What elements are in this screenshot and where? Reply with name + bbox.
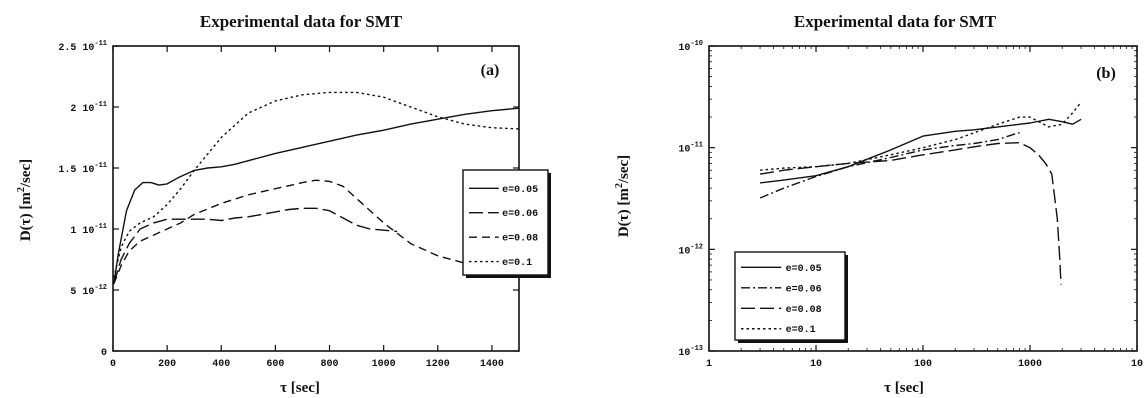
- y-tick-label: 10-12: [678, 243, 703, 257]
- legend-label: e=0.05: [786, 264, 822, 275]
- series-lines-a: [113, 91, 520, 285]
- x-tick-label: 1: [706, 359, 712, 370]
- series-line-e=0.1: [760, 101, 1082, 171]
- y-tick-label: 2 10-11: [70, 101, 107, 115]
- x-tick-label: 1400: [480, 359, 504, 370]
- y-axis-label-b: D(τ) [m2/sec]: [614, 155, 632, 237]
- axis-ticks-a: 0 200 400 600 800 1000 1200 1400 0 5 10-12 1 10-11…: [58, 40, 519, 370]
- chart-title-b: Experimental data for SMT: [794, 12, 997, 31]
- series-line-e=0.06: [113, 207, 398, 285]
- series-line-e=0.05: [760, 118, 1082, 184]
- legend-label: e=0.08: [502, 234, 538, 245]
- series-line-e=0.05: [113, 107, 520, 285]
- legend-b: e=0.05 e=0.06 e=0.08 e=0.1: [734, 251, 848, 343]
- x-tick-label: 200: [158, 359, 176, 370]
- series-line-e=0.06: [759, 132, 1020, 199]
- panel-label-a: (a): [481, 62, 500, 79]
- x-tick-label: 100: [914, 359, 932, 370]
- y-axis-label-a: D(τ) [m2/sec]: [16, 159, 34, 241]
- x-tick-label: 1200: [426, 359, 450, 370]
- y-tick-label: 5 10-12: [70, 284, 107, 298]
- legend-label: e=0.1: [502, 258, 532, 269]
- axis-ticks-b: 1 10 100 1000 10 10-13 10-12 10-11 10-10: [678, 40, 1143, 370]
- x-tick-label: 600: [266, 359, 284, 370]
- x-tick-label: 10: [810, 359, 822, 370]
- y-tick-label: 0: [101, 348, 107, 359]
- y-tick-label: 10-13: [678, 345, 703, 359]
- plot-frame-a: [112, 45, 520, 352]
- legend-label: e=0.1: [786, 325, 816, 336]
- series-line-e=0.08: [113, 179, 520, 285]
- legend-label: e=0.06: [786, 284, 822, 295]
- x-tick-label: 10: [1131, 359, 1143, 370]
- legend-box: [462, 169, 549, 276]
- y-tick-label: 1 10-11: [70, 223, 107, 237]
- panel-label-b: (b): [1096, 65, 1116, 82]
- x-axis-label-a: τ [sec]: [280, 380, 320, 396]
- y-tick-label: 10-10: [678, 40, 703, 54]
- legend-label: e=0.05: [502, 185, 538, 196]
- y-tick-label: 2.5 10-11: [58, 40, 107, 54]
- chart-title-a: Experimental data for SMT: [200, 12, 403, 31]
- chart-panel-b: Experimental data for SMT D(τ) [m2/sec] …: [614, 12, 1143, 396]
- x-axis-label-b: τ [sec]: [884, 380, 924, 396]
- series-lines-b: [759, 101, 1082, 285]
- x-tick-label: 1000: [372, 359, 396, 370]
- legend-label: e=0.08: [786, 305, 822, 316]
- x-tick-label: 400: [212, 359, 230, 370]
- legend-label: e=0.06: [502, 209, 538, 220]
- chart-panel-a: Experimental data for SMT D(τ) [m2/sec] …: [16, 12, 551, 396]
- series-line-e=0.1: [113, 91, 520, 278]
- y-tick-label: 10-11: [678, 142, 703, 156]
- x-tick-label: 0: [110, 359, 116, 370]
- x-tick-label: 1000: [1018, 359, 1042, 370]
- y-tick-label: 1.5 10-11: [58, 162, 107, 176]
- legend-a: e=0.05 e=0.06 e=0.08 e=0.1: [462, 169, 551, 278]
- x-tick-label: 800: [321, 359, 339, 370]
